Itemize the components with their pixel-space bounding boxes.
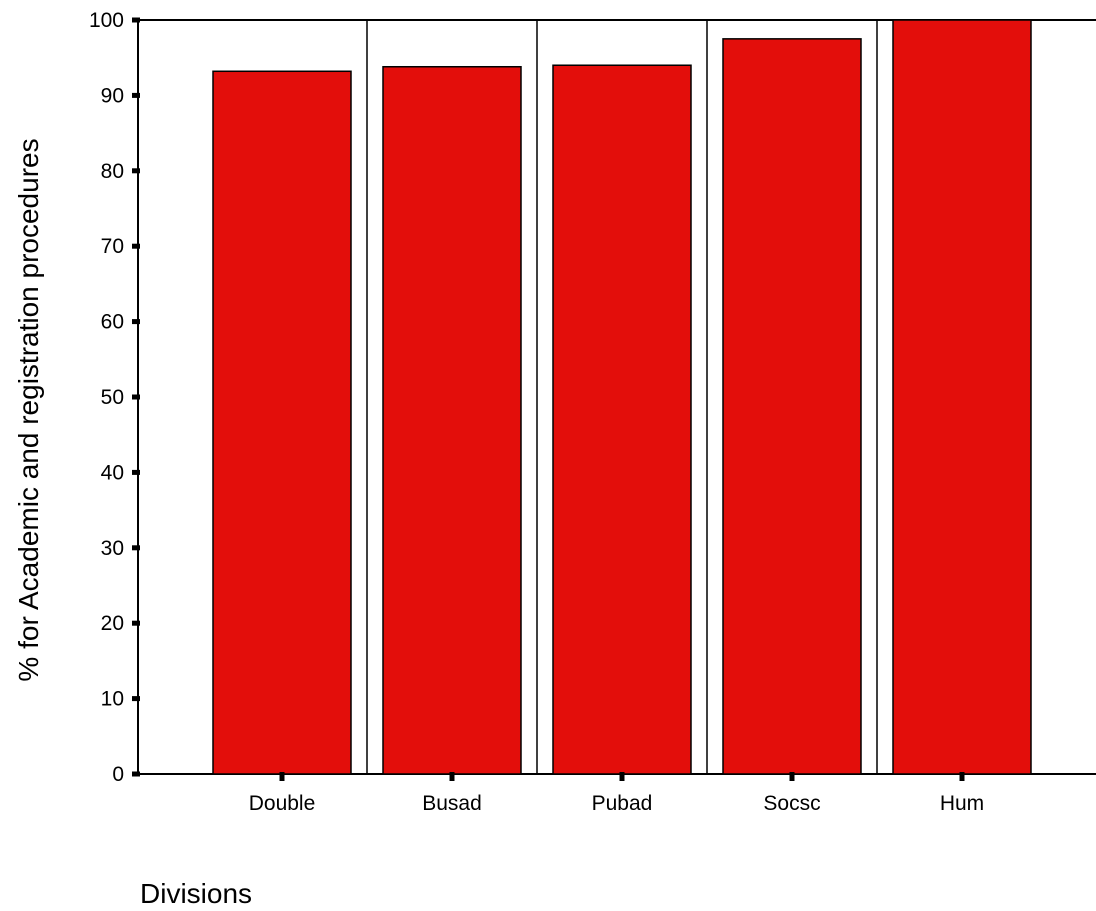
y-tick-mark xyxy=(132,243,140,249)
bars xyxy=(212,19,1032,775)
x-tick-mark xyxy=(789,772,795,781)
bar-pubad xyxy=(552,64,692,775)
x-tick-mark xyxy=(619,772,625,781)
bar-socsc xyxy=(722,38,862,775)
y-tick-label: 90 xyxy=(101,84,124,107)
x-tick-label: Busad xyxy=(422,792,482,815)
y-tick-label: 100 xyxy=(89,9,124,32)
y-tick-mark xyxy=(132,17,140,23)
y-tick-label: 50 xyxy=(101,386,124,409)
x-tick-label: Pubad xyxy=(592,792,653,815)
y-axis: 0 10 20 30 40 50 60 70 80 90 100 xyxy=(89,9,140,786)
category-dividers xyxy=(366,20,878,774)
y-tick-label: 10 xyxy=(101,688,124,711)
y-tick-mark xyxy=(132,469,140,475)
x-tick-mark xyxy=(279,772,285,781)
x-tick-label: Socsc xyxy=(763,792,820,815)
y-tick-mark xyxy=(132,319,140,325)
x-axis-title: Divisions xyxy=(140,878,252,909)
y-tick-mark xyxy=(132,620,140,626)
y-axis-title: % for Academic and registration procedur… xyxy=(13,138,44,681)
y-tick-mark xyxy=(132,771,140,777)
x-axis: Double Busad Pubad Socsc Hum xyxy=(249,772,984,815)
y-tick-mark xyxy=(132,92,140,98)
y-tick-mark xyxy=(132,696,140,702)
y-tick-mark xyxy=(132,545,140,551)
y-tick-label: 20 xyxy=(101,612,124,635)
y-tick-label: 60 xyxy=(101,311,124,334)
x-tick-mark xyxy=(959,772,965,781)
x-tick-label: Hum xyxy=(940,792,984,815)
bar-hum xyxy=(892,19,1032,775)
x-tick-label: Double xyxy=(249,792,316,815)
x-tick-mark xyxy=(449,772,455,781)
bar-busad xyxy=(382,65,522,775)
y-tick-mark xyxy=(132,394,140,400)
y-tick-label: 30 xyxy=(101,537,124,560)
y-tick-label: 70 xyxy=(101,235,124,258)
y-tick-label: 0 xyxy=(112,763,124,786)
y-tick-label: 40 xyxy=(101,461,124,484)
y-tick-label: 80 xyxy=(101,160,124,183)
bar-double xyxy=(212,70,352,775)
y-tick-mark xyxy=(132,168,140,174)
